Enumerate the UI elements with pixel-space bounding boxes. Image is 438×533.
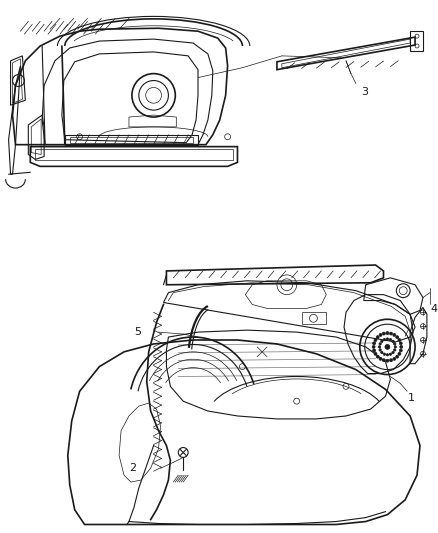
Circle shape: [378, 346, 381, 348]
Circle shape: [379, 358, 382, 360]
Circle shape: [394, 346, 396, 348]
Circle shape: [374, 338, 377, 342]
Circle shape: [383, 338, 385, 341]
Circle shape: [389, 338, 392, 341]
Circle shape: [379, 334, 382, 336]
Circle shape: [373, 342, 375, 345]
Circle shape: [398, 352, 401, 356]
Circle shape: [399, 342, 402, 345]
Circle shape: [393, 358, 396, 360]
Circle shape: [373, 349, 375, 352]
Circle shape: [386, 353, 389, 356]
Circle shape: [396, 336, 399, 338]
Circle shape: [393, 349, 396, 351]
Circle shape: [385, 344, 390, 349]
Circle shape: [392, 351, 394, 354]
Text: 4: 4: [431, 304, 438, 314]
Circle shape: [396, 355, 399, 358]
Circle shape: [386, 338, 389, 340]
Circle shape: [389, 359, 392, 362]
Circle shape: [382, 359, 385, 362]
Circle shape: [381, 351, 383, 354]
Circle shape: [389, 332, 392, 335]
Circle shape: [386, 332, 389, 335]
Text: 5: 5: [134, 327, 141, 337]
Circle shape: [389, 353, 392, 356]
Circle shape: [393, 343, 396, 345]
Circle shape: [382, 332, 385, 335]
Circle shape: [374, 352, 377, 356]
Circle shape: [400, 345, 403, 349]
Circle shape: [392, 340, 394, 343]
Circle shape: [381, 340, 383, 343]
Circle shape: [379, 343, 381, 345]
Circle shape: [383, 353, 385, 356]
Circle shape: [398, 338, 401, 342]
Circle shape: [399, 349, 402, 352]
Circle shape: [376, 336, 379, 338]
Circle shape: [376, 355, 379, 358]
Circle shape: [379, 349, 381, 351]
Text: 1: 1: [408, 393, 415, 403]
Circle shape: [386, 359, 389, 362]
Text: 2: 2: [129, 463, 136, 473]
Circle shape: [372, 345, 375, 349]
Text: 3: 3: [361, 87, 368, 98]
Circle shape: [393, 334, 396, 336]
